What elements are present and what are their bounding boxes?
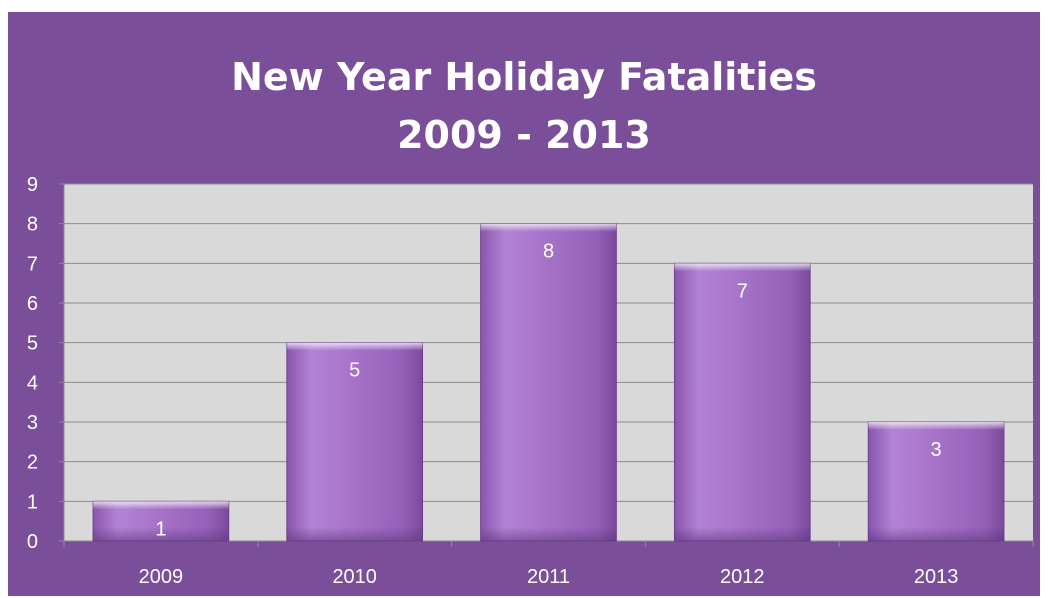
x-tick-label: 2009 [139, 566, 184, 588]
y-tick-label: 7 [27, 253, 38, 275]
bar-shadow [286, 527, 423, 541]
bar [286, 342, 424, 542]
bar-highlight [674, 263, 811, 272]
y-tick-label: 4 [27, 372, 38, 394]
bar [480, 223, 617, 542]
bar-shadow [674, 527, 811, 541]
bar-highlight [868, 422, 1004, 430]
y-tick-label: 9 [27, 174, 38, 196]
y-tick-label: 1 [27, 491, 38, 513]
bar-highlight [480, 223, 617, 232]
bar [867, 421, 1005, 542]
data-label: 5 [349, 360, 360, 382]
y-tick-label: 8 [27, 214, 38, 236]
y-tick-label: 3 [27, 412, 38, 434]
y-tick-label: 2 [27, 452, 38, 474]
chart-title-line2: 2009 - 2013 [397, 113, 651, 157]
data-label: 8 [543, 241, 554, 263]
x-tick-label: 2010 [332, 566, 377, 588]
data-label: 7 [737, 280, 748, 302]
chart-title-line1: New Year Holiday Fatalities [231, 55, 817, 99]
data-label: 3 [931, 439, 942, 461]
y-tick-label: 0 [27, 531, 38, 553]
x-tick-label: 2013 [914, 566, 959, 588]
bar-shadow [93, 527, 229, 541]
bar-highlight [286, 342, 423, 351]
bar-shadow [868, 527, 1004, 541]
y-tick-label: 5 [27, 333, 38, 355]
x-tick-label: 2012 [720, 566, 765, 588]
bar-highlight [93, 501, 229, 510]
chart-title: New Year Holiday Fatalities 2009 - 2013 [8, 48, 1040, 164]
y-tick-label: 6 [27, 293, 38, 315]
x-tick-label: 2011 [527, 566, 570, 588]
bar-shadow [480, 527, 617, 541]
bar [673, 262, 811, 542]
data-label: 1 [155, 518, 166, 540]
